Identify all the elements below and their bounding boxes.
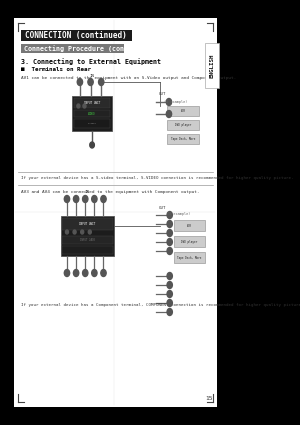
Circle shape xyxy=(88,79,93,85)
Text: ENGLISH: ENGLISH xyxy=(210,53,215,78)
Text: VCR: VCR xyxy=(187,224,192,227)
Text: IN: IN xyxy=(90,74,94,78)
Text: If your external device has a S-video terminal, S-VIDEO connection is recommende: If your external device has a S-video te… xyxy=(21,176,294,180)
Bar xyxy=(167,134,200,144)
Text: OUT: OUT xyxy=(158,206,166,210)
Bar xyxy=(62,218,112,230)
Text: If your external device has a Component terminal, COMPONENT connection is recomm: If your external device has a Component … xyxy=(21,303,300,307)
Text: OUT: OUT xyxy=(158,92,166,96)
Circle shape xyxy=(167,221,172,227)
Bar xyxy=(74,110,110,117)
Text: VCR: VCR xyxy=(181,109,186,113)
Circle shape xyxy=(64,196,70,202)
Bar xyxy=(74,98,110,108)
Text: DVD player: DVD player xyxy=(175,123,191,127)
Circle shape xyxy=(73,230,76,234)
Circle shape xyxy=(83,104,86,108)
Circle shape xyxy=(98,79,104,85)
Bar xyxy=(206,43,219,88)
Circle shape xyxy=(167,309,172,315)
Text: ■  Terminals on Rear: ■ Terminals on Rear xyxy=(21,67,91,72)
Bar xyxy=(21,30,132,41)
Circle shape xyxy=(82,196,88,202)
Bar xyxy=(173,252,206,263)
Circle shape xyxy=(101,196,106,202)
Text: 15: 15 xyxy=(206,397,213,402)
Text: (S example): (S example) xyxy=(164,100,187,104)
Circle shape xyxy=(64,269,70,277)
Bar xyxy=(14,18,217,407)
Bar xyxy=(62,246,112,254)
Bar xyxy=(173,220,206,231)
Text: INPUT JACK: INPUT JACK xyxy=(80,238,95,242)
Circle shape xyxy=(92,196,97,202)
Circle shape xyxy=(167,300,172,306)
Text: AV3 and AV4 can be connected to the equipment with Component output.: AV3 and AV4 can be connected to the equi… xyxy=(21,190,200,194)
Circle shape xyxy=(167,238,172,246)
Circle shape xyxy=(167,272,172,280)
Text: DVD player: DVD player xyxy=(182,240,198,244)
Circle shape xyxy=(74,269,79,277)
Circle shape xyxy=(166,110,172,117)
Circle shape xyxy=(82,269,88,277)
Text: INPUT UNIT: INPUT UNIT xyxy=(84,101,100,105)
Circle shape xyxy=(74,196,79,202)
Bar xyxy=(62,236,112,244)
Circle shape xyxy=(166,99,172,105)
Circle shape xyxy=(88,230,91,234)
Text: (S example): (S example) xyxy=(167,212,191,216)
Text: S-VIDEO: S-VIDEO xyxy=(88,123,97,124)
Circle shape xyxy=(167,212,172,218)
Circle shape xyxy=(65,230,68,234)
Text: AV1 can be connected to the equipment with an S-Video output and Composite outpu: AV1 can be connected to the equipment wi… xyxy=(21,76,237,80)
Text: VIDEO: VIDEO xyxy=(88,111,96,116)
Circle shape xyxy=(90,142,94,148)
Circle shape xyxy=(167,281,172,289)
Bar xyxy=(72,96,112,131)
Text: INPUT UNIT: INPUT UNIT xyxy=(80,222,96,226)
Bar xyxy=(167,120,200,130)
Text: CONNECTION (continued): CONNECTION (continued) xyxy=(25,31,127,40)
Bar xyxy=(61,216,114,256)
Circle shape xyxy=(167,247,172,255)
Bar xyxy=(167,106,200,116)
Circle shape xyxy=(81,230,84,234)
Text: Tape Deck, More: Tape Deck, More xyxy=(171,137,196,141)
Circle shape xyxy=(167,291,172,298)
Circle shape xyxy=(167,230,172,236)
Bar xyxy=(21,44,124,53)
Text: 3. Connecting to External Equipment: 3. Connecting to External Equipment xyxy=(21,58,161,65)
Bar xyxy=(74,119,110,128)
Text: Connecting Procedure (continued): Connecting Procedure (continued) xyxy=(24,45,152,52)
Circle shape xyxy=(77,104,80,108)
Text: Tape Deck, More: Tape Deck, More xyxy=(177,255,202,260)
Circle shape xyxy=(92,269,97,277)
Circle shape xyxy=(101,269,106,277)
Text: IN: IN xyxy=(85,190,90,194)
Bar xyxy=(173,236,206,247)
Circle shape xyxy=(77,79,83,85)
